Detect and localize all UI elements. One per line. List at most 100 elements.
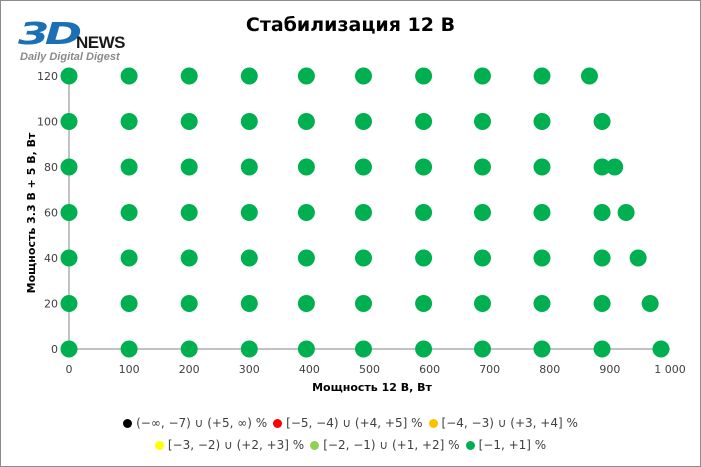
data-point-marker: [473, 113, 491, 130]
data-point-marker: [473, 295, 491, 312]
data-point-marker: [533, 249, 551, 267]
y-tick-label: 0: [51, 343, 58, 356]
data-point-marker: [240, 158, 258, 176]
legend-item: [−5, −4) ∪ (+4, +5] %: [273, 416, 423, 430]
x-tick-label: 300: [239, 363, 260, 376]
x-tick-label: 900: [599, 363, 620, 376]
data-point-marker: [180, 67, 198, 85]
x-tick-label: 400: [299, 363, 320, 376]
legend-circle-icon: [154, 440, 164, 450]
data-point-marker: [473, 67, 491, 85]
3dnews-logo: 3D NEWS Daily Digital Digest: [18, 20, 148, 65]
data-point-marker: [240, 249, 258, 267]
data-point-marker: [606, 158, 624, 176]
x-tick-label: 800: [539, 363, 560, 376]
data-point-marker: [60, 67, 78, 85]
data-point-marker: [593, 295, 611, 312]
data-point-marker: [180, 158, 198, 176]
data-point-marker: [297, 113, 315, 130]
data-point-marker: [297, 158, 315, 176]
data-point-marker: [240, 204, 258, 221]
data-point-marker: [415, 158, 433, 176]
data-point-marker: [415, 67, 433, 85]
data-point-marker: [593, 340, 611, 358]
data-point-marker: [120, 158, 138, 176]
data-point-marker: [629, 249, 647, 267]
legend-label: [−2, −1) ∪ (+1, +2] %: [323, 438, 460, 452]
x-tick-label: 0: [66, 363, 73, 376]
data-point-marker: [580, 67, 598, 85]
legend-circle-icon: [465, 440, 475, 450]
legend-label: (−∞, −7) ∪ (+5, ∞) %: [136, 416, 268, 430]
data-point-marker: [120, 204, 138, 221]
data-point-marker: [354, 340, 372, 358]
data-point-marker: [415, 340, 433, 358]
data-point-marker: [180, 249, 198, 267]
data-point-marker: [297, 204, 315, 221]
chart-legend: (−∞, −7) ∪ (+5, ∞) % [−5, −4) ∪ (+4, +5] …: [0, 416, 701, 460]
data-point-marker: [533, 204, 551, 221]
data-point-marker: [617, 204, 635, 221]
data-point-marker: [297, 340, 315, 358]
data-points: [60, 67, 670, 358]
data-point-marker: [473, 204, 491, 221]
y-tick-label: 40: [44, 252, 58, 265]
logo-news-text: NEWS: [76, 33, 126, 52]
y-tick-label: 80: [44, 161, 58, 174]
logo-3d-text: 3D: [18, 17, 82, 52]
data-point-marker: [593, 249, 611, 267]
data-point-marker: [297, 67, 315, 85]
legend-label: [−3, −2) ∪ (+2, +3] %: [167, 438, 305, 452]
legend-item: [−4, −3) ∪ (+3, +4] %: [428, 416, 578, 430]
data-point-marker: [593, 158, 611, 176]
data-point-marker: [354, 113, 372, 130]
data-point-marker: [473, 249, 491, 267]
legend-circle-icon: [123, 418, 133, 428]
data-point-marker: [533, 295, 551, 312]
data-point-marker: [180, 295, 198, 312]
data-point-marker: [473, 340, 491, 358]
x-tick-label: 700: [479, 363, 500, 376]
chart-title: Стабилизация 12 В: [245, 14, 456, 36]
legend-circle-icon: [273, 418, 283, 428]
legend-item: [−1, +1] %: [465, 438, 546, 452]
data-point-marker: [354, 158, 372, 176]
data-point-marker: [641, 295, 659, 312]
data-point-marker: [533, 67, 551, 85]
data-point-marker: [354, 204, 372, 221]
data-point-marker: [240, 67, 258, 85]
legend-item: [−2, −1) ∪ (+1, +2] %: [310, 438, 460, 452]
legend-row: [−3, −2) ∪ (+2, +3] % [−2, −1) ∪ (+1, +2]…: [0, 438, 701, 452]
data-point-marker: [415, 295, 433, 312]
legend-label: [−4, −3) ∪ (+3, +4] %: [441, 416, 578, 430]
x-tick-label: 100: [119, 363, 140, 376]
data-point-marker: [60, 113, 78, 130]
data-point-marker: [240, 113, 258, 130]
data-point-marker: [180, 340, 198, 358]
y-tick-label: 20: [44, 298, 58, 311]
y-tick-label: 100: [37, 116, 58, 129]
x-tick-label: 200: [179, 363, 200, 376]
data-point-marker: [533, 113, 551, 130]
data-point-marker: [533, 340, 551, 358]
data-point-marker: [60, 249, 78, 267]
data-point-marker: [297, 249, 315, 267]
data-point-marker: [120, 67, 138, 85]
data-point-marker: [60, 340, 78, 358]
legend-item: (−∞, −7) ∪ (+5, ∞) %: [123, 416, 267, 430]
data-point-marker: [120, 249, 138, 267]
x-tick-label: 600: [419, 363, 440, 376]
x-tick-label: 500: [359, 363, 380, 376]
data-point-marker: [415, 204, 433, 221]
legend-label: [−5, −4) ∪ (+4, +5] %: [286, 416, 423, 430]
data-point-marker: [180, 113, 198, 130]
data-point-marker: [180, 204, 198, 221]
data-point-marker: [240, 295, 258, 312]
data-point-marker: [60, 158, 78, 176]
data-point-marker: [120, 340, 138, 358]
data-point-marker: [354, 67, 372, 85]
y-axis-label: Мощность 3.3 В + 5 В, Вт: [25, 132, 38, 293]
data-point-marker: [473, 158, 491, 176]
y-tick-label: 120: [37, 70, 58, 83]
